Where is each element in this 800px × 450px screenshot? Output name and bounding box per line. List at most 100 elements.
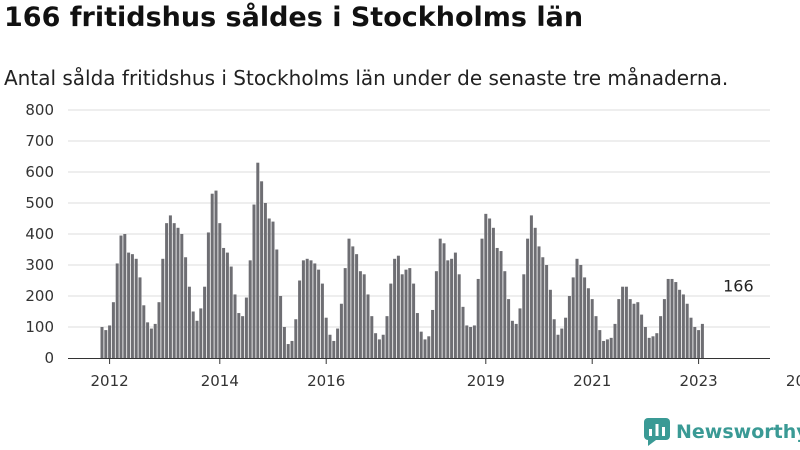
bar (567, 296, 571, 358)
bar (526, 238, 530, 358)
bar (115, 263, 119, 358)
bar (343, 268, 347, 358)
bar (244, 297, 248, 358)
bar (590, 299, 594, 358)
bar (317, 269, 321, 358)
bar (533, 227, 537, 358)
bar (674, 282, 678, 358)
bar (294, 319, 298, 358)
bar (461, 306, 465, 358)
bar (655, 333, 659, 358)
x-tick-label: 2019 (467, 372, 505, 390)
bar (640, 314, 644, 358)
bar (400, 274, 404, 358)
bar (385, 316, 389, 358)
bar (404, 269, 408, 358)
bar (168, 215, 172, 358)
bar (507, 299, 511, 358)
bar (624, 286, 628, 358)
y-tick-label: 600 (25, 163, 54, 181)
bar (522, 274, 526, 358)
bar (438, 238, 442, 358)
bar (180, 234, 184, 358)
y-tick-label: 300 (25, 256, 54, 274)
bar (191, 311, 195, 358)
bar (222, 247, 226, 358)
bar (514, 323, 518, 358)
bar (305, 258, 309, 358)
x-tick-label: 2016 (307, 372, 345, 390)
bar (389, 283, 393, 358)
bar (256, 162, 260, 358)
bar (210, 193, 214, 358)
x-tick-label: 2021 (573, 372, 611, 390)
bar (123, 234, 127, 358)
bar (632, 303, 636, 358)
bar (541, 257, 545, 358)
bar (693, 327, 697, 358)
bar (393, 258, 397, 358)
bar (628, 299, 632, 358)
x-tick-label: 2012 (91, 372, 129, 390)
bar (351, 246, 355, 358)
x-tick-label: 2023 (680, 372, 718, 390)
bar (370, 316, 374, 358)
bar (560, 328, 564, 358)
bar (556, 334, 560, 358)
bar (423, 339, 427, 358)
bar (165, 223, 169, 358)
bar (491, 227, 495, 358)
bar (157, 302, 161, 358)
bar (111, 302, 115, 358)
x-tick-label: 2014 (201, 372, 239, 390)
bar (480, 238, 484, 358)
bar (415, 313, 419, 358)
bar (206, 232, 210, 358)
bar (545, 265, 549, 358)
bar (108, 325, 112, 358)
y-tick-label: 0 (44, 349, 54, 367)
x-tick-label: 2025 (786, 372, 800, 390)
bar (279, 296, 283, 358)
bar (328, 334, 332, 358)
bar (453, 252, 457, 358)
bar (427, 336, 431, 358)
bar (377, 339, 381, 358)
chart-title: 166 fritidshus såldes i Stockholms län (4, 2, 584, 33)
bar (636, 302, 640, 358)
bar (689, 317, 693, 358)
bar (324, 317, 328, 358)
bar (138, 277, 142, 358)
bar (412, 283, 416, 358)
bar (681, 294, 685, 358)
bar (248, 260, 252, 358)
bar (419, 331, 423, 358)
y-tick-label: 200 (25, 287, 54, 305)
gridlines (68, 109, 770, 328)
bar (161, 258, 165, 358)
bar (149, 328, 153, 358)
bar (282, 327, 286, 358)
bar (309, 260, 313, 358)
bar (510, 320, 514, 358)
bar (127, 252, 131, 358)
bar (621, 286, 625, 358)
bar (605, 339, 609, 358)
bar (495, 247, 499, 358)
bar (434, 271, 438, 358)
bar (134, 258, 138, 358)
y-tick-label: 800 (25, 101, 54, 119)
highlight-value-label: 166 (723, 277, 754, 296)
bar (153, 323, 157, 358)
bar (583, 277, 587, 358)
bar (678, 289, 682, 358)
bar (142, 305, 146, 358)
bar (362, 274, 366, 358)
bar (609, 337, 613, 358)
bar (647, 337, 651, 358)
bar (651, 336, 655, 358)
bar (184, 257, 188, 358)
bar (602, 340, 606, 358)
bar (347, 238, 351, 358)
bar (298, 280, 302, 358)
